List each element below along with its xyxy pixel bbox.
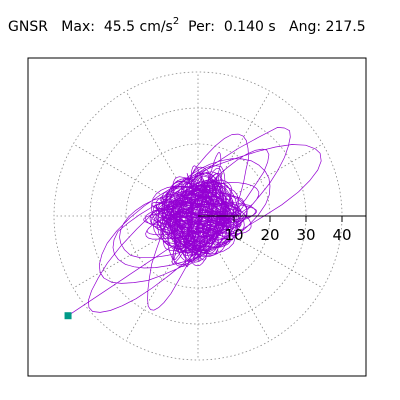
station-code: GNSR xyxy=(8,19,48,35)
max-marker xyxy=(64,312,72,320)
radial-tick-label-10: 10 xyxy=(224,226,243,244)
polar-spoke-60 xyxy=(197,91,271,217)
plot-frame xyxy=(27,57,367,377)
max-label: Max: xyxy=(61,19,95,35)
chart-title: GNSR Max: 45.5 cm/s2 Per: 0.140 s Ang: 2… xyxy=(8,16,366,35)
max-point-marker xyxy=(64,312,72,320)
motion-trace xyxy=(67,127,322,316)
radial-tick-label-30: 30 xyxy=(296,226,315,244)
period-label: Per: xyxy=(188,19,215,35)
radial-tick-label-40: 40 xyxy=(332,226,351,244)
max-exponent: 2 xyxy=(172,16,180,27)
max-value: 45.5 cm/s xyxy=(103,19,173,35)
radial-tick-label-20: 20 xyxy=(260,226,279,244)
angle-label: Ang: xyxy=(289,19,322,35)
angle-value: 217.5 xyxy=(325,19,366,35)
radial-axis: 10 20 30 40 xyxy=(198,215,366,244)
trace-path xyxy=(67,127,322,316)
period-value: 0.140 s xyxy=(223,19,276,35)
